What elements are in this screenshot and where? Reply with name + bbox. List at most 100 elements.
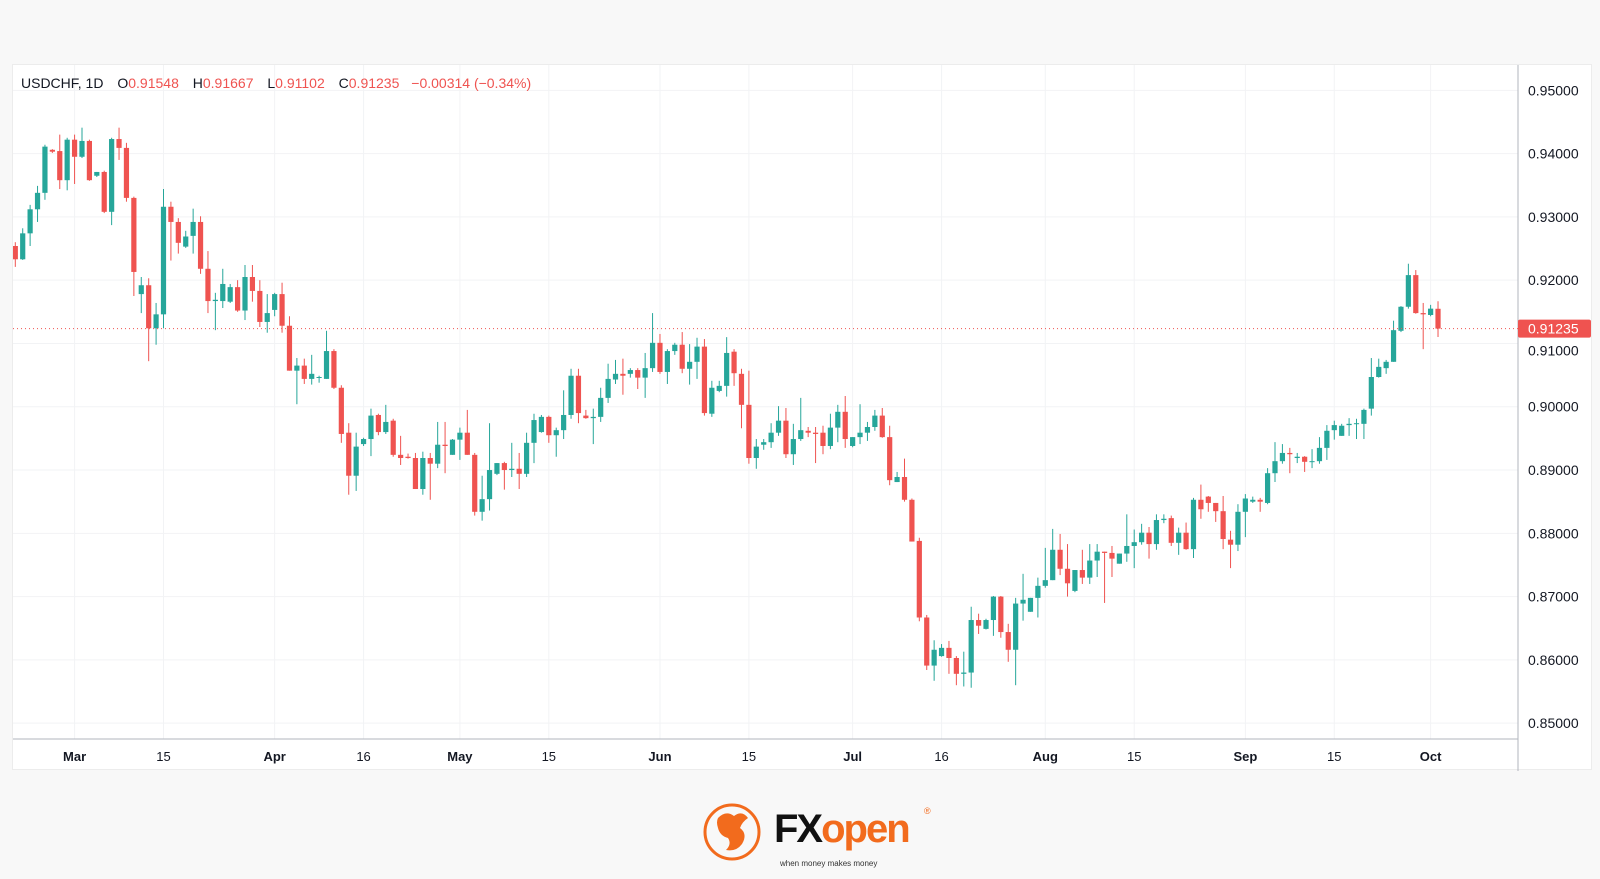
candle-body-up[interactable] (790, 439, 796, 455)
candle-body-up[interactable] (1153, 520, 1160, 545)
candle-body-up[interactable] (864, 426, 871, 433)
candle-body-up[interactable] (709, 387, 715, 414)
candle-body-down[interactable] (286, 325, 293, 371)
candle-body-down[interactable] (575, 375, 582, 414)
candle-body-up[interactable] (272, 294, 278, 310)
candle-body-up[interactable] (1042, 580, 1048, 586)
candle-body-up[interactable] (212, 299, 218, 302)
candle-body-up[interactable] (1072, 570, 1078, 591)
candle-body-down[interactable] (946, 647, 952, 658)
candle-body-down[interactable] (464, 432, 470, 455)
candle-body-up[interactable] (553, 430, 559, 436)
candle-body-down[interactable] (1057, 549, 1063, 569)
candle-body-up[interactable] (1250, 499, 1256, 502)
candle-body-down[interactable] (1146, 532, 1152, 545)
candle-body-down[interactable] (820, 432, 826, 446)
candle-body-up[interactable] (1324, 430, 1330, 448)
candle-body-up[interactable] (153, 314, 159, 329)
candlestick-chart[interactable]: 0.95000 0.94000 0.93000 0.92000 0.91000 0.900… (13, 65, 1593, 771)
candle-body-down[interactable] (205, 268, 211, 302)
candle-body-down[interactable] (442, 444, 448, 446)
candle-body-up[interactable] (494, 463, 500, 474)
candle-body-down[interactable] (1220, 511, 1226, 540)
candle-body-up[interactable] (1094, 551, 1100, 561)
candle-body-up[interactable] (449, 439, 456, 455)
candle-body-up[interactable] (649, 342, 656, 369)
candle-body-down[interactable] (13, 245, 18, 260)
candle-body-up[interactable] (1242, 498, 1248, 512)
candle-body-down[interactable] (1227, 539, 1234, 545)
candle-body-down[interactable] (546, 416, 552, 436)
candle-body-up[interactable] (1294, 456, 1300, 459)
candle-body-up[interactable] (457, 432, 463, 440)
candle-body-up[interactable] (1383, 361, 1389, 369)
candle-body-up[interactable] (724, 352, 730, 386)
candle-body-up[interactable] (1116, 553, 1122, 564)
candle-body-down[interactable] (998, 596, 1004, 633)
candle-body-down[interactable] (879, 415, 885, 438)
candle-body-up[interactable] (435, 444, 441, 464)
candle-body-up[interactable] (1390, 330, 1397, 362)
candle-body-up[interactable] (664, 351, 670, 372)
candle-body-up[interactable] (835, 411, 841, 428)
candle-body-down[interactable] (101, 171, 107, 212)
candle-body-up[interactable] (220, 283, 226, 302)
candle-body-down[interactable] (583, 415, 589, 419)
candle-body-up[interactable] (672, 344, 678, 352)
candle-body-up[interactable] (1376, 366, 1382, 378)
candle-body-up[interactable] (1368, 377, 1374, 409)
candle-body-up[interactable] (242, 277, 248, 311)
candle-body-down[interactable] (346, 432, 352, 476)
candle-body-up[interactable] (109, 139, 115, 212)
candle-body-down[interactable] (71, 139, 78, 157)
candle-body-up[interactable] (27, 209, 33, 234)
candle-body-down[interactable] (1168, 518, 1174, 543)
candle-body-up[interactable] (561, 414, 567, 431)
candle-body-down[interactable] (746, 404, 752, 459)
candle-body-down[interactable] (887, 437, 893, 481)
candle-body-down[interactable] (1420, 313, 1426, 315)
candle-body-down[interactable] (1205, 496, 1211, 503)
candle-body-up[interactable] (1353, 423, 1360, 425)
candle-body-down[interactable] (331, 351, 337, 388)
candle-body-up[interactable] (598, 397, 604, 417)
candle-body-up[interactable] (568, 375, 574, 415)
candle-body-up[interactable] (523, 442, 530, 474)
candle-body-down[interactable] (657, 342, 663, 372)
candle-body-down[interactable] (175, 221, 181, 243)
candle-body-up[interactable] (1331, 425, 1337, 431)
candle-body-down[interactable] (1183, 532, 1189, 550)
candle-body-down[interactable] (49, 149, 55, 152)
candle-body-up[interactable] (642, 368, 648, 378)
candle-body-up[interactable] (627, 370, 633, 374)
candle-body-down[interactable] (1101, 551, 1108, 553)
candle-body-up[interactable] (486, 470, 493, 500)
candle-body-down[interactable] (398, 454, 404, 459)
candle-body-up[interactable] (1161, 518, 1167, 521)
candle-body-up[interactable] (94, 171, 100, 176)
candle-body-up[interactable] (798, 430, 804, 440)
candle-body-down[interactable] (909, 499, 915, 542)
candle-body-up[interactable] (872, 415, 878, 427)
candle-body-down[interactable] (375, 414, 381, 433)
candle-body-down[interactable] (679, 344, 685, 369)
candle-body-up[interactable] (1013, 603, 1019, 650)
candle-body-up[interactable] (931, 649, 937, 666)
candle-body-down[interactable] (731, 351, 737, 374)
candle-body-down[interactable] (842, 411, 848, 440)
candle-body-down[interactable] (427, 458, 433, 464)
candle-body-up[interactable] (190, 221, 196, 236)
candle-body-up[interactable] (983, 620, 989, 629)
candle-body-down[interactable] (146, 285, 152, 329)
candle-body-down[interactable] (805, 430, 811, 433)
candle-body-down[interactable] (1198, 499, 1204, 510)
candle-body-up[interactable] (938, 647, 945, 657)
candle-body-up[interactable] (1428, 308, 1434, 315)
candle-body-down[interactable] (1079, 570, 1085, 578)
candle-body-up[interactable] (961, 672, 967, 674)
candle-body-up[interactable] (316, 377, 322, 379)
candle-body-up[interactable] (360, 439, 367, 445)
candle-body-down[interactable] (412, 458, 419, 490)
candle-body-down[interactable] (1109, 552, 1115, 559)
candle-body-down[interactable] (1213, 502, 1219, 512)
